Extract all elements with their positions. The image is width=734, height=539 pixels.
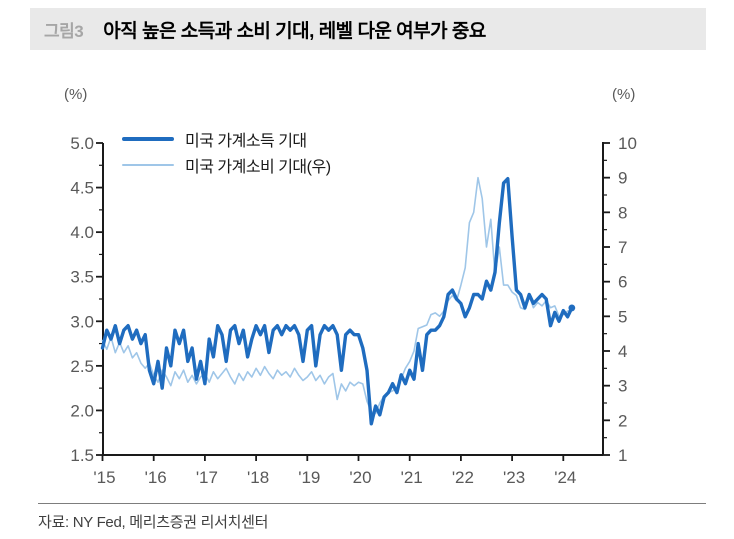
svg-text:10: 10 — [618, 134, 637, 153]
right-axis-ticks — [603, 142, 610, 456]
svg-text:5.0: 5.0 — [70, 134, 94, 153]
income-line-swatch — [122, 137, 174, 141]
svg-text:2: 2 — [618, 411, 627, 430]
svg-text:8: 8 — [618, 203, 627, 222]
svg-text:'17: '17 — [196, 468, 218, 487]
figure-number: 그림3 — [44, 21, 84, 41]
x-axis-labels: '15 '16 '17 '18 '19 '20 '21 '22 '23 '24 — [93, 468, 576, 487]
svg-text:'20: '20 — [349, 468, 371, 487]
svg-text:5: 5 — [618, 307, 627, 326]
svg-text:6: 6 — [618, 273, 627, 292]
svg-text:3.5: 3.5 — [70, 268, 94, 287]
figure-header: 그림3 아직 높은 소득과 소비 기대, 레벨 다운 여부가 중요 — [30, 8, 706, 50]
svg-text:'21: '21 — [401, 468, 423, 487]
svg-text:2.5: 2.5 — [70, 357, 94, 376]
legend-label-spending: 미국 가계소비 기대(우) — [185, 159, 331, 176]
svg-text:'16: '16 — [145, 468, 167, 487]
svg-text:3: 3 — [618, 377, 627, 396]
spending-expectations-line — [101, 176, 573, 415]
chart-legend: 미국 가계소득 기대 미국 가계소비 기대(우) — [122, 126, 331, 178]
svg-text:'18: '18 — [247, 468, 269, 487]
spending-line-swatch — [122, 164, 174, 166]
svg-text:4.0: 4.0 — [70, 223, 94, 242]
svg-text:'19: '19 — [298, 468, 320, 487]
income-expectations-line — [100, 176, 574, 426]
left-axis-ticks — [96, 142, 103, 456]
right-axis-labels: 10 9 8 7 6 5 4 3 2 1 — [618, 134, 637, 465]
left-axis-labels: 5.0 4.5 4.0 3.5 3.0 2.5 2.0 1.5 — [70, 134, 94, 465]
svg-text:4.5: 4.5 — [70, 179, 94, 198]
svg-text:'15: '15 — [93, 468, 115, 487]
source-note: 자료: NY Fed, 메리츠증권 리서치센터 — [38, 514, 269, 531]
svg-text:'24: '24 — [554, 468, 576, 487]
figure-title: 아직 높은 소득과 소비 기대, 레벨 다운 여부가 중요 — [103, 20, 486, 42]
svg-text:1: 1 — [618, 446, 627, 465]
legend-item-spending: 미국 가계소비 기대(우) — [122, 152, 331, 178]
x-axis-ticks — [101, 455, 565, 461]
source-divider — [38, 503, 706, 504]
svg-text:'23: '23 — [503, 468, 525, 487]
legend-item-income: 미국 가계소득 기대 — [122, 126, 331, 152]
svg-text:2.0: 2.0 — [70, 401, 94, 420]
svg-text:3.0: 3.0 — [70, 312, 94, 331]
income-line-end-marker — [568, 304, 576, 312]
svg-text:1.5: 1.5 — [70, 446, 94, 465]
right-axis-unit: (%) — [612, 86, 636, 103]
svg-text:'22: '22 — [452, 468, 474, 487]
svg-text:7: 7 — [618, 238, 627, 257]
left-axis-unit: (%) — [64, 86, 88, 103]
legend-label-income: 미국 가계소득 기대 — [185, 133, 307, 150]
svg-text:9: 9 — [618, 169, 627, 188]
svg-text:4: 4 — [618, 342, 627, 361]
